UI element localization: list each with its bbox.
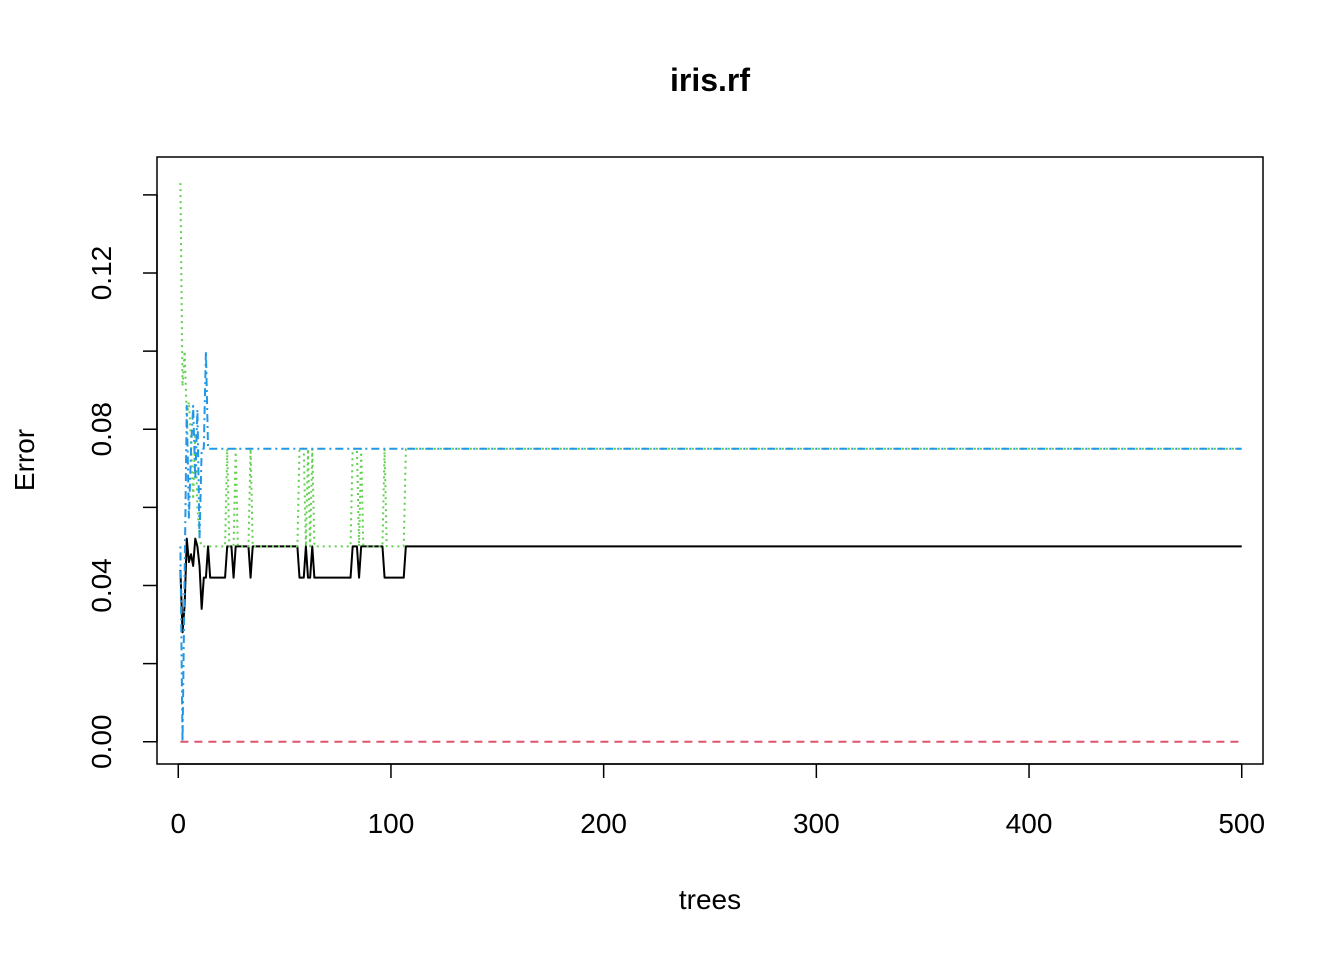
series-line-4	[179, 350, 1242, 743]
x-axis-label: trees	[679, 884, 741, 915]
y-tick-label: 0.00	[86, 714, 117, 769]
x-tick-label: 0	[170, 808, 186, 839]
x-tick-label: 300	[793, 808, 840, 839]
x-tick-label: 500	[1218, 808, 1265, 839]
y-tick-label: 0.04	[86, 558, 117, 613]
plot-frame	[156, 156, 1264, 765]
x-tick-label: 200	[580, 808, 627, 839]
x-axis: 0 100 200 300 400 500	[170, 763, 1265, 839]
y-axis-label: Error	[9, 429, 40, 491]
y-axis: 0.00 0.04 0.08 0.12	[86, 194, 158, 769]
series-line-1	[179, 537, 1242, 634]
x-tick-label: 100	[368, 808, 415, 839]
y-tick-label: 0.08	[86, 402, 117, 457]
chart-title: iris.rf	[670, 62, 750, 98]
series-line-3	[179, 183, 1242, 548]
series-layer	[179, 183, 1242, 743]
x-tick-label: 400	[1006, 808, 1053, 839]
y-tick-label: 0.12	[86, 246, 117, 301]
